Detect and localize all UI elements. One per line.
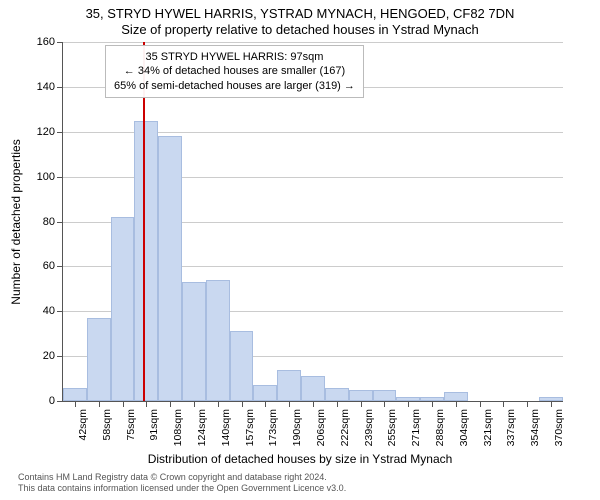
x-tick-label: 337sqm: [505, 409, 517, 446]
histogram-bar: [158, 136, 182, 401]
x-tick-label: 190sqm: [291, 409, 303, 446]
x-tick: [170, 401, 171, 407]
x-tick: [480, 401, 481, 407]
x-tick-label: 321sqm: [482, 409, 494, 446]
chart-container: 35, STRYD HYWEL HARRIS, YSTRAD MYNACH, H…: [0, 0, 600, 500]
x-tick-label: 304sqm: [458, 409, 470, 446]
attribution-text: Contains HM Land Registry data © Crown c…: [18, 472, 346, 495]
y-tick-label: 120: [37, 126, 63, 138]
chart-title-address: 35, STRYD HYWEL HARRIS, YSTRAD MYNACH, H…: [0, 6, 600, 21]
x-tick: [289, 401, 290, 407]
histogram-bar: [444, 392, 468, 401]
histogram-bar: [87, 318, 111, 401]
annotation-box: 35 STRYD HYWEL HARRIS: 97sqm ← 34% of de…: [105, 45, 364, 98]
histogram-bar: [325, 388, 349, 401]
x-tick: [432, 401, 433, 407]
histogram-bar: [182, 282, 206, 401]
x-tick-label: 140sqm: [220, 409, 232, 446]
x-tick: [361, 401, 362, 407]
x-tick: [551, 401, 552, 407]
histogram-bar: [373, 390, 397, 401]
x-tick-label: 239sqm: [363, 409, 375, 446]
histogram-bar: [420, 397, 444, 401]
annotation-line-2: ← 34% of detached houses are smaller (16…: [114, 64, 355, 78]
histogram-bar: [253, 385, 277, 401]
x-tick: [194, 401, 195, 407]
x-axis-title: Distribution of detached houses by size …: [0, 452, 600, 466]
attribution-line-2: This data contains information licensed …: [18, 483, 346, 494]
annotation-line-3: 65% of semi-detached houses are larger (…: [114, 79, 355, 93]
y-axis-title: Number of detached properties: [9, 139, 23, 304]
histogram-bar: [396, 397, 420, 401]
histogram-bar: [134, 121, 158, 401]
histogram-bar: [277, 370, 301, 401]
y-tick-label: 20: [43, 350, 63, 362]
x-tick-label: 173sqm: [267, 409, 279, 446]
gridline: [63, 42, 563, 43]
x-tick: [99, 401, 100, 407]
x-tick-label: 271sqm: [410, 409, 422, 446]
x-tick-label: 206sqm: [315, 409, 327, 446]
histogram-bar: [539, 397, 563, 401]
x-tick-label: 354sqm: [529, 409, 541, 446]
x-tick: [456, 401, 457, 407]
x-tick-label: 91sqm: [148, 409, 160, 441]
x-tick: [313, 401, 314, 407]
x-tick-label: 222sqm: [339, 409, 351, 446]
chart-title-description: Size of property relative to detached ho…: [0, 22, 600, 37]
annotation-line-1: 35 STRYD HYWEL HARRIS: 97sqm: [114, 50, 355, 64]
y-tick-label: 160: [37, 36, 63, 48]
x-tick-label: 255sqm: [386, 409, 398, 446]
x-tick-label: 108sqm: [172, 409, 184, 446]
x-tick-label: 157sqm: [244, 409, 256, 446]
y-tick-label: 140: [37, 81, 63, 93]
x-tick: [146, 401, 147, 407]
y-tick-label: 40: [43, 305, 63, 317]
y-tick-label: 0: [49, 395, 63, 407]
y-tick-label: 60: [43, 260, 63, 272]
x-tick: [337, 401, 338, 407]
x-tick-label: 42sqm: [77, 409, 89, 441]
x-tick: [242, 401, 243, 407]
x-tick-label: 124sqm: [196, 409, 208, 446]
x-tick-label: 58sqm: [101, 409, 113, 441]
x-tick: [123, 401, 124, 407]
y-tick-label: 80: [43, 216, 63, 228]
histogram-bar: [301, 376, 325, 401]
x-tick-label: 288sqm: [434, 409, 446, 446]
attribution-line-1: Contains HM Land Registry data © Crown c…: [18, 472, 346, 483]
histogram-bar: [63, 388, 87, 401]
histogram-bar: [230, 331, 254, 401]
plot-area: 02040608010012014016042sqm58sqm75sqm91sq…: [62, 42, 563, 402]
x-tick: [408, 401, 409, 407]
x-tick: [527, 401, 528, 407]
x-tick: [384, 401, 385, 407]
x-tick-label: 370sqm: [553, 409, 565, 446]
x-tick: [218, 401, 219, 407]
histogram-bar: [349, 390, 373, 401]
histogram-bar: [111, 217, 135, 401]
y-tick-label: 100: [37, 171, 63, 183]
histogram-bar: [206, 280, 230, 401]
x-tick: [265, 401, 266, 407]
x-tick: [75, 401, 76, 407]
x-tick: [503, 401, 504, 407]
x-tick-label: 75sqm: [125, 409, 137, 441]
